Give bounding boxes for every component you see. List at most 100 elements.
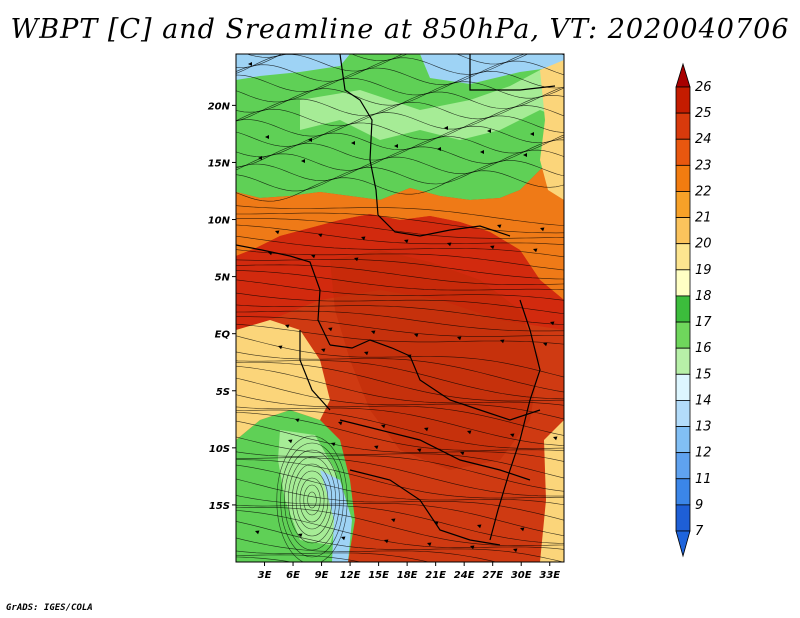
streamline bbox=[236, 54, 564, 82]
streamline-arrow bbox=[321, 348, 326, 353]
streamline-arrow bbox=[394, 144, 398, 148]
streamline-arrow bbox=[489, 245, 495, 250]
streamline-arrow bbox=[447, 242, 452, 247]
streamline bbox=[226, 17, 574, 48]
streamline-arrow bbox=[288, 439, 293, 444]
streamline-arrow bbox=[444, 126, 448, 130]
streamline-arrow bbox=[310, 254, 316, 259]
streamline bbox=[236, 394, 564, 436]
streamline bbox=[236, 550, 431, 562]
streamline bbox=[236, 224, 564, 246]
streamline bbox=[236, 360, 564, 400]
streamline-arrow bbox=[285, 324, 290, 329]
streamline-arrow bbox=[480, 150, 484, 154]
map-axes: 20N 15N 10N 5N EQ 5S 10S 15S 3E 6E 9E 12E 15E 18E 21E 2… bbox=[208, 101, 561, 581]
country-border bbox=[489, 299, 541, 541]
country-border bbox=[236, 244, 331, 346]
streamline bbox=[236, 335, 564, 378]
lat-label: EQ bbox=[215, 330, 231, 341]
streamline-arrow bbox=[457, 336, 462, 341]
streamline-arrow bbox=[331, 442, 336, 447]
streamline bbox=[236, 125, 564, 158]
lon-label: 9E bbox=[315, 570, 329, 581]
streamline bbox=[236, 554, 363, 562]
streamline-arrow bbox=[361, 236, 366, 241]
southwest-pale-region bbox=[278, 430, 340, 545]
streamline-gyre bbox=[276, 435, 348, 562]
country-border bbox=[339, 419, 531, 481]
streamline-arrow bbox=[318, 233, 323, 238]
streamline bbox=[236, 218, 564, 239]
streamline bbox=[236, 362, 564, 402]
streamline bbox=[236, 115, 564, 147]
country-border bbox=[339, 54, 379, 216]
streamline bbox=[236, 54, 521, 69]
streamline-arrow bbox=[417, 448, 422, 453]
streamline-arrow bbox=[391, 518, 396, 523]
streamline bbox=[226, 602, 574, 618]
lon-label: 12E bbox=[340, 570, 361, 581]
streamline-arrow bbox=[295, 418, 300, 423]
streamline-arrow bbox=[540, 227, 545, 232]
country-border bbox=[469, 54, 556, 91]
streamline-gyre bbox=[291, 463, 333, 537]
footer-credit: GrADS: IGES/COLA bbox=[6, 603, 93, 613]
streamline bbox=[236, 506, 564, 547]
streamline bbox=[236, 54, 529, 74]
streamline bbox=[236, 316, 564, 337]
streamline bbox=[236, 212, 564, 234]
streamline-arrow bbox=[301, 159, 305, 163]
streamline-arrow bbox=[374, 445, 379, 450]
streamline bbox=[236, 139, 564, 171]
lat-label: 5N bbox=[215, 273, 231, 284]
streamline-arrow bbox=[275, 230, 280, 235]
streamline-arrow bbox=[308, 138, 312, 142]
streamline bbox=[236, 495, 564, 537]
streamline-arrow bbox=[353, 257, 359, 262]
country-border bbox=[409, 355, 541, 421]
streamline-arrow bbox=[424, 427, 429, 432]
streamlines bbox=[226, 17, 574, 618]
country-borders bbox=[236, 54, 556, 546]
streamline-arrow bbox=[404, 239, 409, 244]
streamline-arrow bbox=[543, 342, 548, 347]
lat-label: 15S bbox=[209, 501, 230, 512]
streamline bbox=[236, 436, 564, 479]
streamline-arrow bbox=[477, 524, 482, 529]
lat-label: 10N bbox=[208, 216, 231, 227]
lon-label: 27E bbox=[482, 570, 503, 581]
streamline bbox=[236, 149, 564, 182]
streamline bbox=[236, 249, 564, 271]
streamline bbox=[236, 556, 293, 562]
streamline-arrow bbox=[248, 62, 252, 66]
streamline-arrow bbox=[437, 147, 441, 151]
streamline-arrow bbox=[460, 451, 465, 456]
streamline-arrow bbox=[497, 224, 502, 229]
streamline-gyre bbox=[280, 442, 344, 558]
streamline-arrow bbox=[487, 129, 491, 133]
country-border bbox=[377, 214, 511, 237]
streamline bbox=[246, 54, 287, 58]
country-border bbox=[349, 469, 501, 546]
lon-label: 21E bbox=[425, 570, 446, 581]
country-border bbox=[329, 339, 411, 357]
streamline bbox=[236, 292, 564, 315]
lon-label: 33E bbox=[539, 570, 560, 581]
streamline bbox=[236, 451, 564, 492]
streamline bbox=[236, 105, 564, 137]
streamline bbox=[236, 270, 564, 291]
streamline-arrow bbox=[341, 536, 346, 541]
streamline bbox=[236, 259, 564, 280]
streamline-arrow bbox=[364, 351, 369, 356]
streamline bbox=[226, 577, 574, 618]
streamline-arrow bbox=[520, 527, 525, 532]
streamline bbox=[236, 377, 564, 420]
streamline bbox=[236, 457, 564, 497]
streamline bbox=[236, 504, 564, 544]
streamline bbox=[236, 170, 564, 202]
lon-label: 3E bbox=[258, 570, 272, 581]
streamline-arrow bbox=[530, 132, 534, 136]
lon-label: 30E bbox=[511, 570, 532, 581]
streamline bbox=[236, 406, 564, 447]
